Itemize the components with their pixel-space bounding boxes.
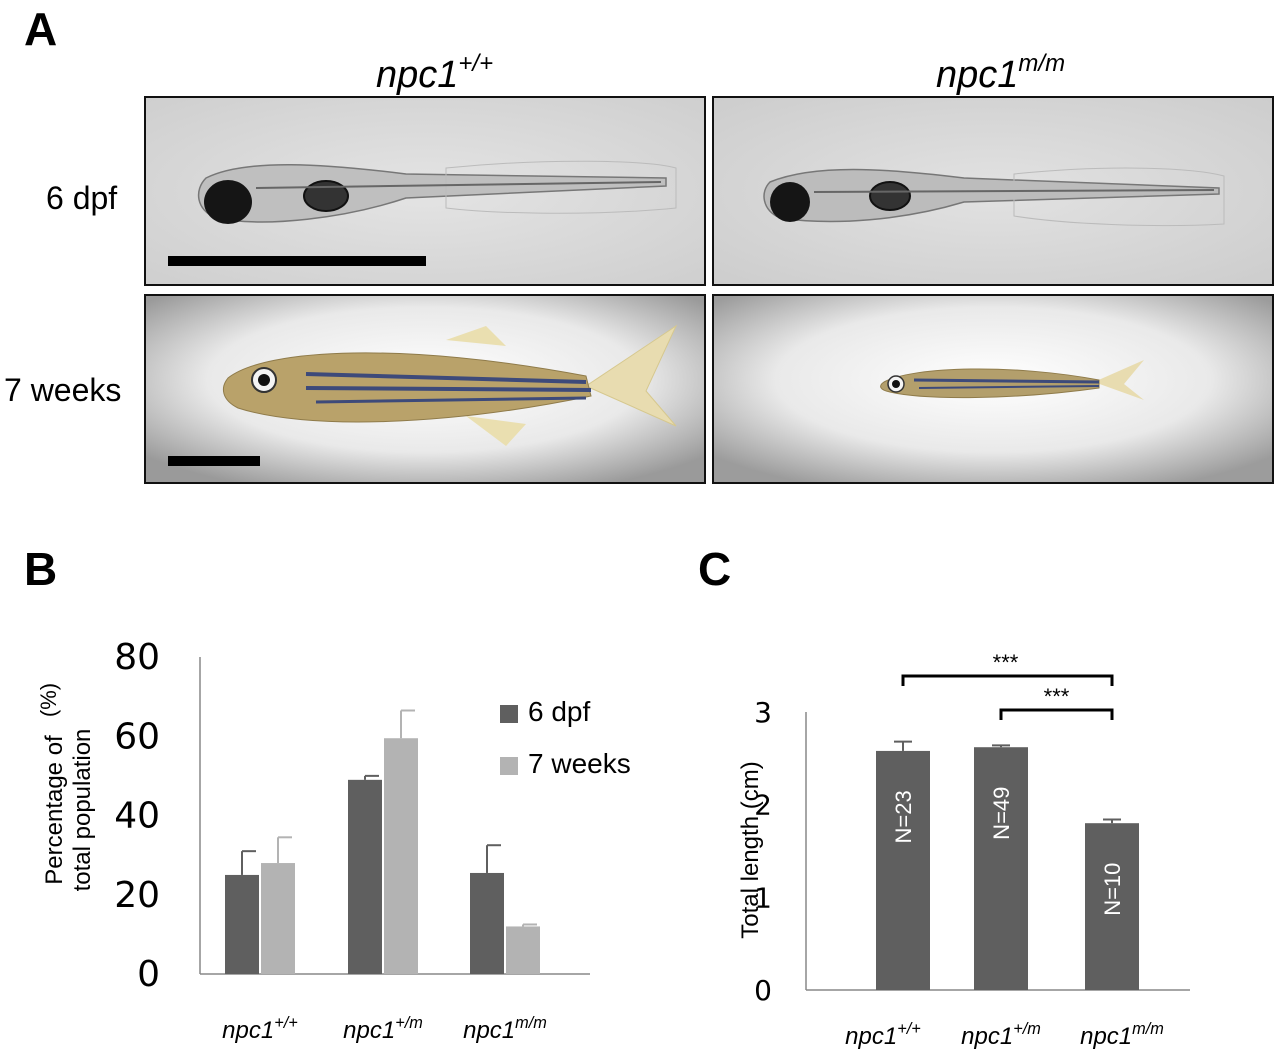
y-axis-label-line1: Percentage of bbox=[41, 735, 68, 885]
significance-label: *** bbox=[1044, 684, 1070, 709]
genotype-base: npc1 bbox=[376, 54, 459, 96]
y-tick-label: 20 bbox=[114, 875, 160, 916]
y-tick-label: 40 bbox=[114, 796, 160, 837]
x-tick-label: npc1+/m bbox=[961, 1020, 1041, 1050]
bar-seven-weeks bbox=[506, 926, 540, 974]
larva-wildtype-photo bbox=[144, 96, 706, 286]
panel-b-letter: B bbox=[24, 543, 58, 595]
x-tick-label: npc1m/m bbox=[463, 1014, 547, 1044]
bar bbox=[974, 747, 1028, 990]
significance-bracket bbox=[901, 674, 1114, 686]
y-tick-label: 60 bbox=[114, 716, 160, 757]
bar bbox=[1085, 823, 1139, 990]
y-tick-label: 0 bbox=[754, 974, 772, 1007]
panel-a-letter: A bbox=[24, 3, 58, 55]
category-base: npc1 bbox=[463, 1017, 515, 1044]
genotype-sup: m/m bbox=[1018, 50, 1066, 77]
bar-seven-weeks bbox=[384, 738, 418, 974]
legend-swatch bbox=[500, 757, 518, 775]
y-tick-label: 3 bbox=[754, 696, 772, 729]
y-tick-label: 1 bbox=[754, 881, 772, 914]
larva-mutant-photo bbox=[712, 96, 1274, 286]
legend-label: 7 weeks bbox=[528, 748, 631, 779]
row-label-6dpf: 6 dpf bbox=[46, 180, 118, 216]
genotype-header-wildtype: npc1+/+ bbox=[376, 50, 493, 97]
category-sup: m/m bbox=[515, 1014, 547, 1032]
bar-count-label: N=23 bbox=[891, 790, 916, 843]
y-axis-label-line2: total population bbox=[69, 729, 96, 892]
bar-six-dpf bbox=[225, 874, 259, 974]
category-base: npc1 bbox=[343, 1017, 395, 1044]
panel-c-letter: C bbox=[698, 543, 732, 595]
y-axis-label-unit: (%) bbox=[36, 683, 61, 717]
adult-mutant-photo bbox=[712, 294, 1274, 484]
y-tick-label: 0 bbox=[137, 954, 160, 995]
category-sup: +/m bbox=[395, 1014, 423, 1032]
category-base: npc1 bbox=[845, 1023, 897, 1050]
x-tick-label: npc1+/m bbox=[343, 1014, 423, 1044]
bar-seven-weeks bbox=[261, 863, 295, 974]
genotype-header-mutant: npc1m/m bbox=[936, 50, 1065, 97]
category-base: npc1 bbox=[1080, 1023, 1132, 1050]
legend-swatch bbox=[500, 705, 518, 723]
bar bbox=[876, 750, 930, 990]
bar-count-label: N=10 bbox=[1100, 863, 1125, 916]
row-label-7weeks: 7 weeks bbox=[4, 372, 122, 408]
bar-six-dpf bbox=[470, 872, 504, 974]
category-sup: +/+ bbox=[897, 1020, 921, 1038]
x-tick-label: npc1m/m bbox=[1080, 1020, 1164, 1050]
category-base: npc1 bbox=[961, 1023, 1013, 1050]
adult-wildtype-photo bbox=[144, 294, 706, 484]
legend-label: 6 dpf bbox=[528, 696, 590, 727]
category-sup: m/m bbox=[1132, 1020, 1164, 1038]
genotype-base: npc1 bbox=[936, 54, 1019, 96]
category-sup: +/m bbox=[1013, 1020, 1041, 1038]
x-tick-label: npc1+/+ bbox=[845, 1020, 921, 1050]
significance-label: *** bbox=[993, 650, 1019, 675]
bar-six-dpf bbox=[348, 779, 382, 974]
significance-bracket bbox=[999, 708, 1114, 720]
genotype-sup: +/+ bbox=[458, 50, 494, 77]
bar-count-label: N=49 bbox=[989, 787, 1014, 840]
category-sup: +/+ bbox=[274, 1014, 298, 1032]
category-base: npc1 bbox=[222, 1017, 274, 1044]
y-tick-label: 80 bbox=[114, 637, 160, 678]
x-tick-label: npc1+/+ bbox=[222, 1014, 298, 1044]
y-tick-label: 2 bbox=[754, 789, 772, 822]
y-axis-label: Total length (cm) bbox=[737, 761, 764, 938]
